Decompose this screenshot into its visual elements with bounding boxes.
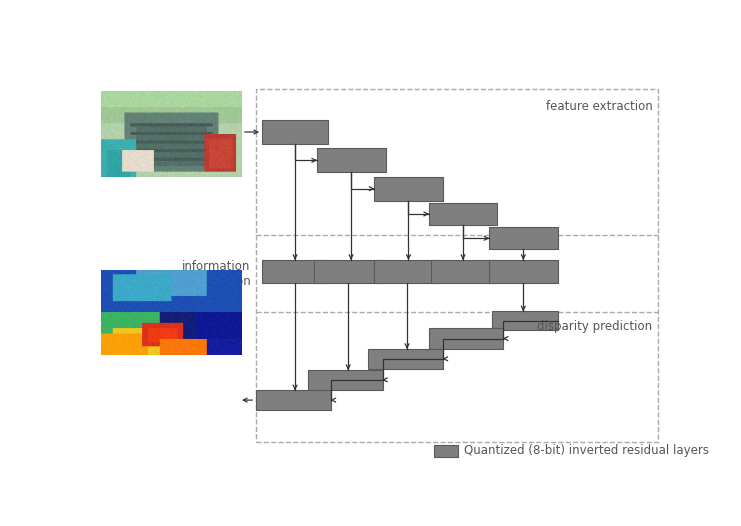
Bar bbox=[368, 349, 443, 369]
Bar bbox=[316, 148, 385, 173]
Bar bbox=[256, 390, 331, 410]
Bar bbox=[313, 259, 382, 283]
Bar bbox=[489, 259, 558, 283]
Bar bbox=[374, 177, 443, 201]
Bar bbox=[431, 259, 497, 283]
Bar bbox=[308, 370, 382, 390]
Bar bbox=[262, 259, 328, 283]
Text: Quantized (8-bit) inverted residual layers: Quantized (8-bit) inverted residual laye… bbox=[464, 444, 709, 457]
Bar bbox=[492, 311, 558, 330]
Bar bbox=[374, 259, 440, 283]
Bar bbox=[428, 203, 497, 225]
Bar bbox=[434, 444, 459, 457]
Text: feature extraction: feature extraction bbox=[546, 99, 653, 113]
Bar bbox=[262, 120, 328, 144]
Text: disparity prediction: disparity prediction bbox=[537, 320, 653, 333]
Text: information
aggregation: information aggregation bbox=[179, 260, 250, 288]
Bar bbox=[428, 328, 503, 349]
Bar bbox=[489, 227, 558, 249]
Bar bbox=[256, 89, 658, 442]
